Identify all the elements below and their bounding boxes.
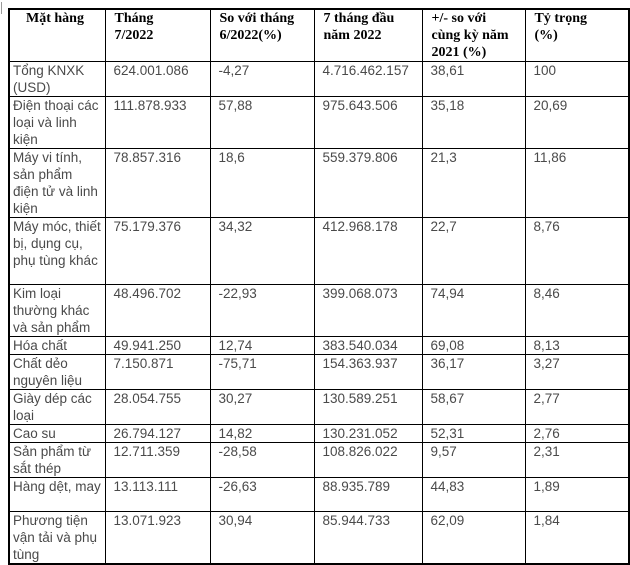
- value-cell: 8,46: [524, 284, 630, 337]
- value-cell: 69,08: [421, 336, 526, 355]
- item-name-cell: Chất dẻo nguyên liệu: [8, 354, 106, 390]
- value-cell: 74,94: [421, 284, 526, 337]
- value-cell: 7.150.871: [104, 354, 211, 390]
- table-row: Máy vi tính, sản phẩm điện tử và linh ki…: [8, 148, 630, 218]
- value-cell: 4.716.462.157: [313, 61, 423, 97]
- header-cell: +/- so với cùng kỳ năm 2021 (%): [421, 8, 526, 62]
- value-cell: 3,27: [524, 354, 630, 390]
- header-cell: Tháng 7/2022: [104, 8, 211, 62]
- value-cell: 383.540.034: [313, 336, 423, 355]
- value-cell: 111.878.933: [104, 96, 211, 149]
- value-cell: 624.001.086: [104, 61, 211, 97]
- item-name-cell: Điện thoại các loại và linh kiện: [8, 96, 106, 149]
- export-statistics-table: Mặt hàng Tháng 7/2022 So với tháng 6/2022(…: [8, 8, 630, 565]
- value-cell: 12.711.359: [104, 442, 211, 478]
- value-cell: 14,82: [209, 424, 315, 443]
- table-row: Hóa chất 49.941.250 12,74 383.540.034 69,08 8…: [8, 336, 630, 355]
- header-cell: So với tháng 6/2022(%): [209, 8, 315, 62]
- value-cell: 20,69: [524, 96, 630, 149]
- item-name-cell: Tổng KNXK (USD): [8, 61, 106, 97]
- value-cell: 57,88: [209, 96, 315, 149]
- value-cell: 2,31: [524, 442, 630, 478]
- table-row: Chất dẻo nguyên liệu 7.150.871 -75,71 154.3…: [8, 354, 630, 390]
- value-cell: 2,76: [524, 424, 630, 443]
- export-statistics-table-container: Mặt hàng Tháng 7/2022 So với tháng 6/2022(…: [8, 8, 630, 565]
- table-row: Cao su 26.794.127 14,82 130.231.052 52,31 2,7…: [8, 424, 630, 443]
- table-row: Hàng dệt, may 13.113.111 -26,63 88.935.789 4…: [8, 477, 630, 512]
- value-cell: 399.068.073: [313, 284, 423, 337]
- value-cell: 85.944.733: [313, 511, 423, 565]
- value-cell: 48.496.702: [104, 284, 211, 337]
- value-cell: 8,13: [524, 336, 630, 355]
- value-cell: 412.968.178: [313, 217, 423, 285]
- value-cell: 8,76: [524, 217, 630, 285]
- value-cell: -28,58: [209, 442, 315, 478]
- value-cell: 49.941.250: [104, 336, 211, 355]
- value-cell: 58,67: [421, 389, 526, 425]
- value-cell: 559.379.806: [313, 148, 423, 218]
- value-cell: 21,3: [421, 148, 526, 218]
- value-cell: 38,61: [421, 61, 526, 97]
- value-cell: 75.179.376: [104, 217, 211, 285]
- value-cell: 22,7: [421, 217, 526, 285]
- header-cell: Mặt hàng: [8, 8, 106, 62]
- value-cell: 154.363.937: [313, 354, 423, 390]
- value-cell: 1,89: [524, 477, 630, 512]
- value-cell: 35,18: [421, 96, 526, 149]
- table-header-row: Mặt hàng Tháng 7/2022 So với tháng 6/2022(…: [8, 8, 630, 62]
- value-cell: -75,71: [209, 354, 315, 390]
- value-cell: 34,32: [209, 217, 315, 285]
- table-row: Điện thoại các loại và linh kiện 111.878.…: [8, 96, 630, 149]
- value-cell: 88.935.789: [313, 477, 423, 512]
- value-cell: 30,27: [209, 389, 315, 425]
- item-name-cell: Hóa chất: [8, 336, 106, 355]
- value-cell: 44,83: [421, 477, 526, 512]
- value-cell: 52,31: [421, 424, 526, 443]
- page-edge-artifact: [1, 2, 2, 14]
- value-cell: 13.113.111: [104, 477, 211, 512]
- table-row: Máy móc, thiết bị, dụng cụ, phụ tùng khá…: [8, 217, 630, 285]
- value-cell: 28.054.755: [104, 389, 211, 425]
- value-cell: 2,77: [524, 389, 630, 425]
- value-cell: 975.643.506: [313, 96, 423, 149]
- header-cell: Tỷ trọng (%): [524, 8, 630, 62]
- value-cell: 30,94: [209, 511, 315, 565]
- header-cell: 7 tháng đầu năm 2022: [313, 8, 423, 62]
- item-name-cell: Hàng dệt, may: [8, 477, 106, 512]
- value-cell: 130.589.251: [313, 389, 423, 425]
- value-cell: 11,86: [524, 148, 630, 218]
- value-cell: 12,74: [209, 336, 315, 355]
- table-row: Tổng KNXK (USD) 624.001.086 -4,27 4.716.462…: [8, 61, 630, 97]
- value-cell: 108.826.022: [313, 442, 423, 478]
- item-name-cell: Sản phẩm từ sắt thép: [8, 442, 106, 478]
- value-cell: -22,93: [209, 284, 315, 337]
- value-cell: -4,27: [209, 61, 315, 97]
- value-cell: -26,63: [209, 477, 315, 512]
- item-name-cell: Phương tiện vận tải và phụ tùng: [8, 511, 106, 565]
- value-cell: 100: [524, 61, 630, 97]
- value-cell: 36,17: [421, 354, 526, 390]
- value-cell: 78.857.316: [104, 148, 211, 218]
- value-cell: 130.231.052: [313, 424, 423, 443]
- value-cell: 26.794.127: [104, 424, 211, 443]
- table-row: Kim loại thường khác và sản phẩm 48.496.7…: [8, 284, 630, 337]
- item-name-cell: Máy móc, thiết bị, dụng cụ, phụ tùng khá…: [8, 217, 106, 285]
- value-cell: 1,84: [524, 511, 630, 565]
- value-cell: 9,57: [421, 442, 526, 478]
- table-row: Phương tiện vận tải và phụ tùng 13.071.92…: [8, 511, 630, 565]
- value-cell: 18,6: [209, 148, 315, 218]
- table-row: Giày dép các loại 28.054.755 30,27 130.589.…: [8, 389, 630, 425]
- item-name-cell: Máy vi tính, sản phẩm điện tử và linh ki…: [8, 148, 106, 218]
- item-name-cell: Kim loại thường khác và sản phẩm: [8, 284, 106, 337]
- item-name-cell: Giày dép các loại: [8, 389, 106, 425]
- value-cell: 62,09: [421, 511, 526, 565]
- table-row: Sản phẩm từ sắt thép 12.711.359 -28,58 108.…: [8, 442, 630, 478]
- value-cell: 13.071.923: [104, 511, 211, 565]
- item-name-cell: Cao su: [8, 424, 106, 443]
